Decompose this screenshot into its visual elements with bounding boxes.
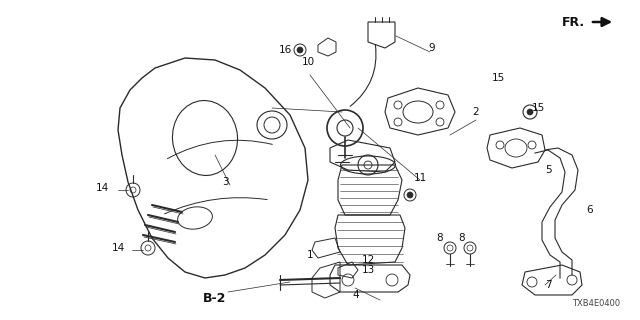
Text: 13: 13 [362, 265, 374, 275]
Text: B-2: B-2 [204, 292, 227, 305]
Circle shape [407, 192, 413, 198]
Text: 3: 3 [221, 177, 228, 187]
Text: 8: 8 [436, 233, 444, 243]
Text: 16: 16 [278, 45, 292, 55]
Text: 1: 1 [307, 250, 314, 260]
Text: 4: 4 [353, 290, 359, 300]
Text: 14: 14 [111, 243, 125, 253]
Text: 5: 5 [545, 165, 551, 175]
Text: 10: 10 [301, 57, 315, 67]
Text: 15: 15 [492, 73, 504, 83]
Circle shape [297, 47, 303, 53]
Circle shape [527, 109, 533, 115]
Text: 15: 15 [531, 103, 545, 113]
Text: 2: 2 [473, 107, 479, 117]
Text: 6: 6 [587, 205, 593, 215]
Text: 14: 14 [95, 183, 109, 193]
Text: 9: 9 [429, 43, 435, 53]
Text: TXB4E0400: TXB4E0400 [572, 299, 620, 308]
Text: FR.: FR. [562, 15, 585, 28]
Text: 12: 12 [362, 255, 374, 265]
Text: 7: 7 [545, 280, 551, 290]
Text: 11: 11 [413, 173, 427, 183]
Text: 8: 8 [459, 233, 465, 243]
